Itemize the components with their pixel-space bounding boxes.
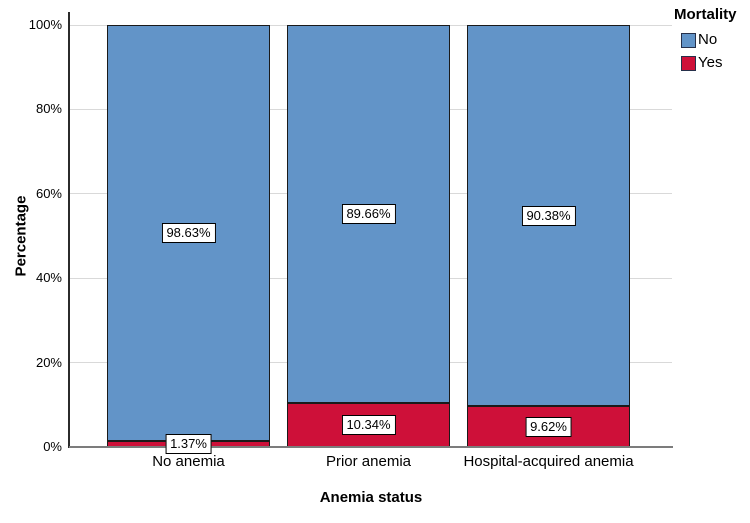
y-tick-label: 60% [35, 185, 62, 201]
category-label: Prior anemia [325, 453, 412, 470]
y-tick-label: 20% [35, 354, 62, 370]
x-axis-title: Anemia status [319, 489, 423, 506]
segment-value-label: 1.37% [165, 434, 212, 455]
legend: Mortality No Yes [674, 6, 737, 78]
category-label: Hospital-acquired anemia [463, 453, 634, 470]
y-tick-label: 80% [35, 101, 62, 117]
segment-value-label: 9.62% [525, 416, 572, 437]
legend-swatch-no [681, 32, 696, 48]
y-tick-label: 40% [35, 270, 62, 286]
y-axis-title: Percentage [12, 195, 30, 277]
y-tick-label: 0% [43, 439, 62, 454]
legend-item-no: No [681, 32, 737, 48]
y-axis-line [68, 12, 70, 448]
segment-value-label: 98.63% [161, 223, 216, 244]
legend-label: No [698, 31, 718, 48]
legend-title: Mortality [674, 6, 737, 23]
x-axis-line [69, 446, 673, 448]
legend-item-yes: Yes [681, 55, 737, 71]
category-label: No anemia [152, 453, 225, 470]
legend-swatch-yes [681, 55, 696, 71]
segment-value-label: 89.66% [341, 204, 396, 225]
legend-items: No Yes [674, 32, 737, 71]
segment-value-label: 90.38% [521, 205, 576, 226]
segment-value-label: 10.34% [341, 415, 396, 436]
y-tick-label: 100% [28, 17, 62, 32]
legend-label: Yes [698, 54, 723, 71]
